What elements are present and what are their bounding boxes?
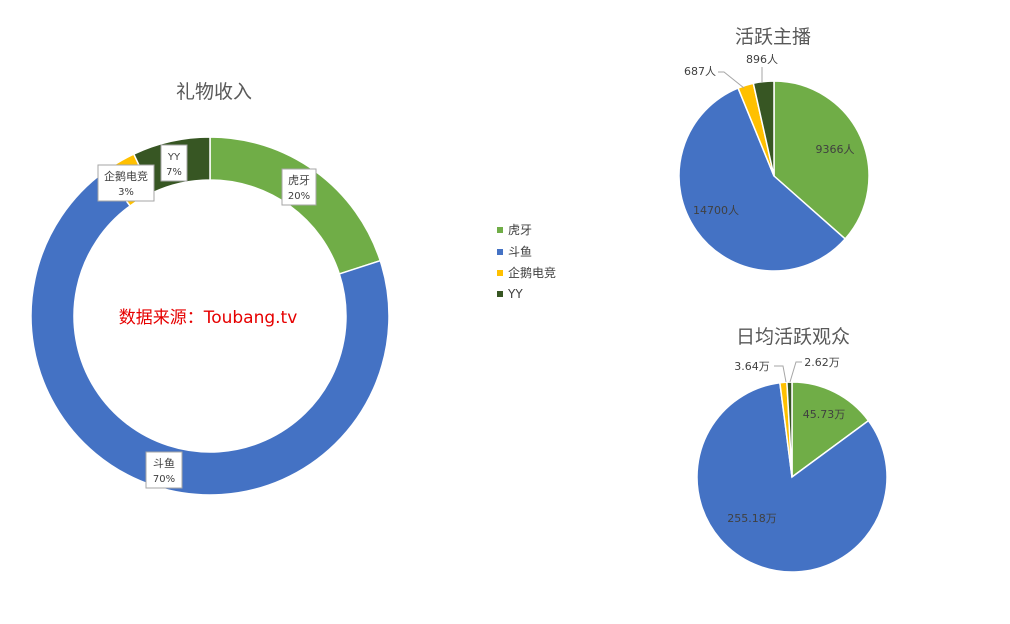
label-box-penguin <box>97 164 155 202</box>
legend-swatch-douyu <box>497 249 503 255</box>
active-streamers-slice-3 <box>752 80 775 177</box>
donut-label-huya-pct: 20% <box>288 191 310 202</box>
legend-label-douyu: 斗鱼 <box>508 245 532 259</box>
active-streamers-title: 活跃主播 <box>735 26 811 48</box>
donut-label-huya-name: 虎牙 <box>288 174 310 187</box>
donut-label-yy-name: YY <box>167 152 181 163</box>
daily-viewers-slice-1 <box>696 381 888 573</box>
daily-viewers-slice-0 <box>791 381 870 479</box>
legend-swatch-huya <box>497 227 503 233</box>
active-streamers-slice-0 <box>773 80 870 240</box>
daily-viewers-slice-3 <box>786 381 793 478</box>
label-box-huya <box>281 168 317 206</box>
donut-label-douyu-pct: 70% <box>153 474 175 485</box>
gift-income-slice-1 <box>30 170 390 496</box>
active-streamers-slice-1 <box>678 87 847 272</box>
legend: 虎牙 斗鱼 企鹅电竞 YY <box>497 223 556 301</box>
pie1-label-yy: 896人 <box>746 53 778 66</box>
donut-label-yy-pct: 7% <box>166 167 182 178</box>
pie1-label-huya: 9366人 <box>816 143 855 156</box>
pie2-label-yy: 2.62万 <box>804 356 840 369</box>
legend-label-yy: YY <box>507 287 523 301</box>
legend-swatch-yy <box>497 291 503 297</box>
pie2-leader-penguin <box>774 365 787 383</box>
legend-swatch-penguin <box>497 270 503 276</box>
donut-label-douyu-name: 斗鱼 <box>153 456 175 470</box>
label-box-douyu <box>145 451 183 489</box>
legend-label-penguin: 企鹅电竞 <box>508 265 556 280</box>
legend-label-huya: 虎牙 <box>508 223 532 237</box>
pie2-label-douyu: 255.18万 <box>727 512 777 525</box>
pie2-label-huya: 45.73万 <box>803 408 846 421</box>
daily-viewers-title: 日均活跃观众 <box>736 326 850 348</box>
pie2-leader-yy <box>789 361 802 383</box>
active-streamers-pie <box>678 80 870 272</box>
pie1-leader-penguin <box>718 71 745 89</box>
daily-viewers-pie <box>696 381 888 573</box>
pie1-label-douyu: 14700人 <box>693 204 739 217</box>
source-note: 数据来源：Toubang.tv <box>119 308 298 328</box>
gift-income-title: 礼物收入 <box>176 81 252 103</box>
pie1-label-penguin: 687人 <box>684 65 716 78</box>
donut-label-penguin-name: 企鹅电竞 <box>104 169 148 183</box>
label-box-yy <box>160 144 188 182</box>
pie2-label-penguin: 3.64万 <box>734 360 770 373</box>
donut-label-penguin-pct: 3% <box>118 187 134 198</box>
